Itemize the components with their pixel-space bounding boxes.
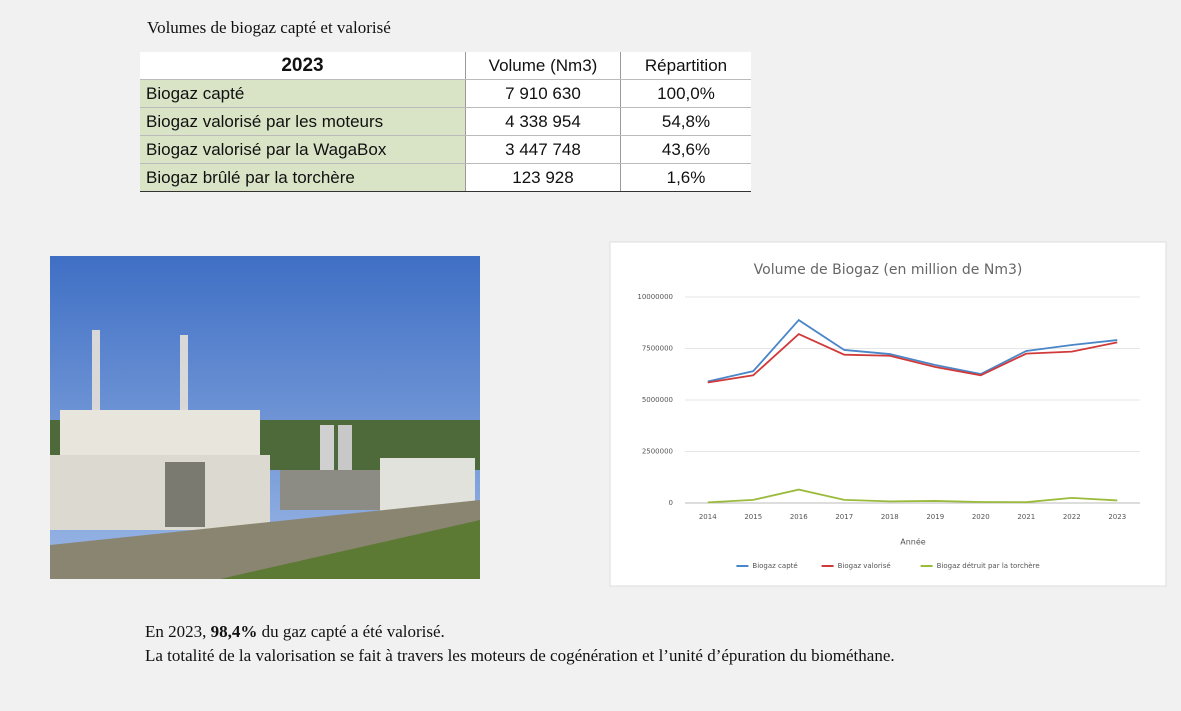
highlight: 98,4% [211, 622, 258, 641]
legend-label: Biogaz détruit par la torchère [937, 562, 1040, 570]
x-tick-label: 2023 [1108, 513, 1126, 521]
paragraph: La totalité de la valorisation se fait à… [145, 644, 955, 668]
x-tick-label: 2021 [1017, 513, 1035, 521]
y-tick-label: 10000000 [637, 293, 673, 301]
x-tick-label: 2015 [744, 513, 762, 521]
x-tick-label: 2016 [790, 513, 808, 521]
x-axis-title: Année [900, 537, 926, 547]
legend-label: Biogaz capté [752, 562, 797, 570]
page: {"header": {"title": "Volumes de biogaz … [0, 0, 1181, 711]
x-tick-label: 2014 [699, 513, 717, 521]
conclusion: En 2023, 98,4% du gaz capté a été valori… [145, 620, 955, 668]
text: du gaz capté a été valorisé. [257, 622, 444, 641]
y-tick-label: 0 [669, 499, 673, 507]
paragraph: En 2023, 98,4% du gaz capté a été valori… [145, 620, 955, 644]
illustrations: Volume de Biogaz (en million de Nm3) Ann… [0, 0, 1181, 711]
x-tick-label: 2020 [972, 513, 990, 521]
text: En 2023, [145, 622, 211, 641]
site-photo [50, 256, 480, 579]
chart-frame [610, 242, 1166, 586]
y-tick-label: 2500000 [642, 448, 673, 456]
chart-title: Volume de Biogaz (en million de Nm3) [754, 262, 1023, 278]
legend-label: Biogaz valorisé [838, 562, 891, 570]
x-tick-label: 2018 [881, 513, 899, 521]
x-tick-label: 2017 [835, 513, 853, 521]
y-tick-label: 7500000 [642, 345, 673, 353]
x-tick-label: 2019 [926, 513, 944, 521]
x-tick-label: 2022 [1063, 513, 1081, 521]
y-tick-label: 5000000 [642, 396, 673, 404]
